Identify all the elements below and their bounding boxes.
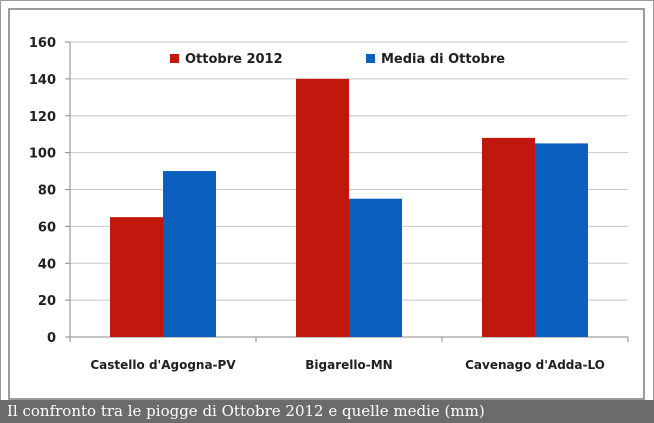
y-tick-label: 0 xyxy=(47,331,56,346)
figure-caption: Il confronto tra le piogge di Ottobre 20… xyxy=(0,400,654,423)
y-tick-label: 20 xyxy=(38,294,56,309)
y-tick-label: 60 xyxy=(38,220,56,235)
y-tick-label: 40 xyxy=(38,257,56,272)
y-tick-label: 80 xyxy=(38,184,56,199)
y-tick-label: 160 xyxy=(29,36,56,51)
x-category-label: Castello d'Agogna-PV xyxy=(90,358,236,372)
x-axis-categories: Castello d'Agogna-PV Bigarello-MN Cavenago… xyxy=(90,358,605,372)
legend-swatch xyxy=(366,54,375,63)
x-category-label: Bigarello-MN xyxy=(305,358,392,372)
bars xyxy=(110,78,588,337)
bar-ottobre-2012 xyxy=(110,217,163,337)
y-tick-label: 140 xyxy=(29,73,56,88)
legend-swatch xyxy=(170,54,179,63)
legend-label: Media di Ottobre xyxy=(381,52,505,67)
x-category-label: Cavenago d'Adda-LO xyxy=(465,358,605,372)
y-tick-label: 120 xyxy=(29,110,56,125)
bar-media-di-ottobre xyxy=(535,143,588,337)
bar-ottobre-2012 xyxy=(296,78,349,337)
y-tick-label: 100 xyxy=(29,147,56,162)
legend-label: Ottobre 2012 xyxy=(185,52,283,67)
bar-chart: 0 20 40 60 80 100 120 140 160 Castello d'Agogna-… xyxy=(29,36,629,372)
bar-media-di-ottobre xyxy=(349,198,402,337)
bar-media-di-ottobre xyxy=(163,171,216,337)
bar-ottobre-2012 xyxy=(482,137,535,337)
y-axis-ticks: 0 20 40 60 80 100 120 140 160 xyxy=(29,36,56,346)
legend: Ottobre 2012 Media di Ottobre xyxy=(170,52,505,67)
